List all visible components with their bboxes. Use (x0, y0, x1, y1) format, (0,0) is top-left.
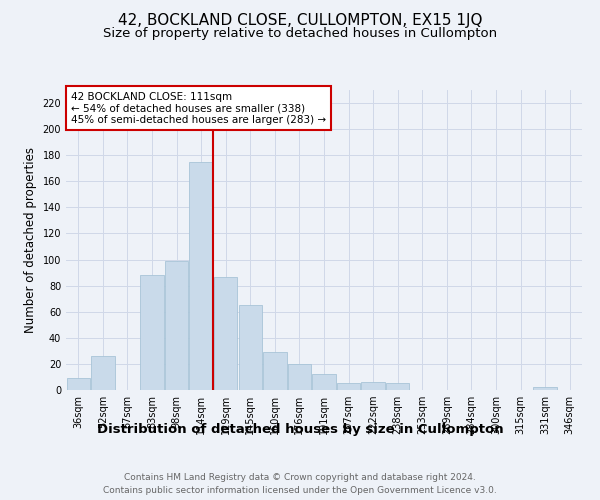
Bar (313, 374, 335, 390)
Text: Contains public sector information licensed under the Open Government Licence v3: Contains public sector information licen… (103, 486, 497, 495)
Bar (239, 305, 262, 390)
Bar (337, 384, 360, 390)
Bar (386, 384, 409, 390)
Bar (190, 162, 213, 390)
Bar (361, 382, 385, 390)
Bar (214, 276, 238, 390)
Bar (263, 352, 287, 390)
Text: Contains HM Land Registry data © Crown copyright and database right 2024.: Contains HM Land Registry data © Crown c… (124, 472, 476, 482)
Bar (288, 364, 311, 390)
Text: Distribution of detached houses by size in Cullompton: Distribution of detached houses by size … (97, 422, 503, 436)
Bar (67, 378, 90, 390)
Bar (91, 356, 115, 390)
Bar (533, 388, 557, 390)
Y-axis label: Number of detached properties: Number of detached properties (24, 147, 37, 333)
Text: 42 BOCKLAND CLOSE: 111sqm
← 54% of detached houses are smaller (338)
45% of semi: 42 BOCKLAND CLOSE: 111sqm ← 54% of detac… (71, 92, 326, 124)
Text: 42, BOCKLAND CLOSE, CULLOMPTON, EX15 1JQ: 42, BOCKLAND CLOSE, CULLOMPTON, EX15 1JQ (118, 12, 482, 28)
Bar (140, 275, 164, 390)
Text: Size of property relative to detached houses in Cullompton: Size of property relative to detached ho… (103, 28, 497, 40)
Bar (165, 261, 188, 390)
